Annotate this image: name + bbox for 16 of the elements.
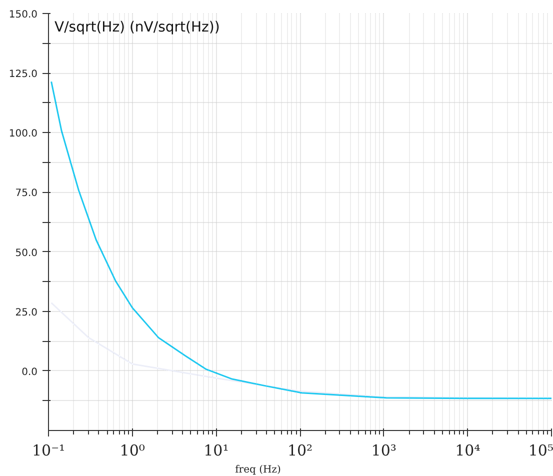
y-tick-label: 125.0: [8, 69, 38, 80]
y-tick-label: 150.0: [8, 10, 38, 20]
x-tick-label: 10⁻¹: [32, 442, 66, 460]
y-tick-label: 0.0: [22, 366, 38, 378]
x-axis-title: freq (Hz): [235, 464, 281, 476]
y-tick-label: 50.0: [15, 248, 38, 259]
x-tick-label: 10³: [371, 442, 396, 460]
x-tick-label: 10⁴: [455, 442, 480, 460]
x-tick-label: 10²: [287, 442, 313, 460]
x-tick-label: 10⁵: [528, 442, 553, 460]
y-tick-label: 75.0: [15, 188, 38, 200]
y-tick-label: 100.0: [8, 128, 38, 140]
y-axis-title: V/sqrt(Hz) (nV/sqrt(Hz)): [54, 20, 220, 36]
x-tick-label: 10⁰: [120, 442, 145, 460]
x-tick-label: 10¹: [204, 442, 229, 460]
y-tick-label: 25.0: [15, 307, 38, 318]
